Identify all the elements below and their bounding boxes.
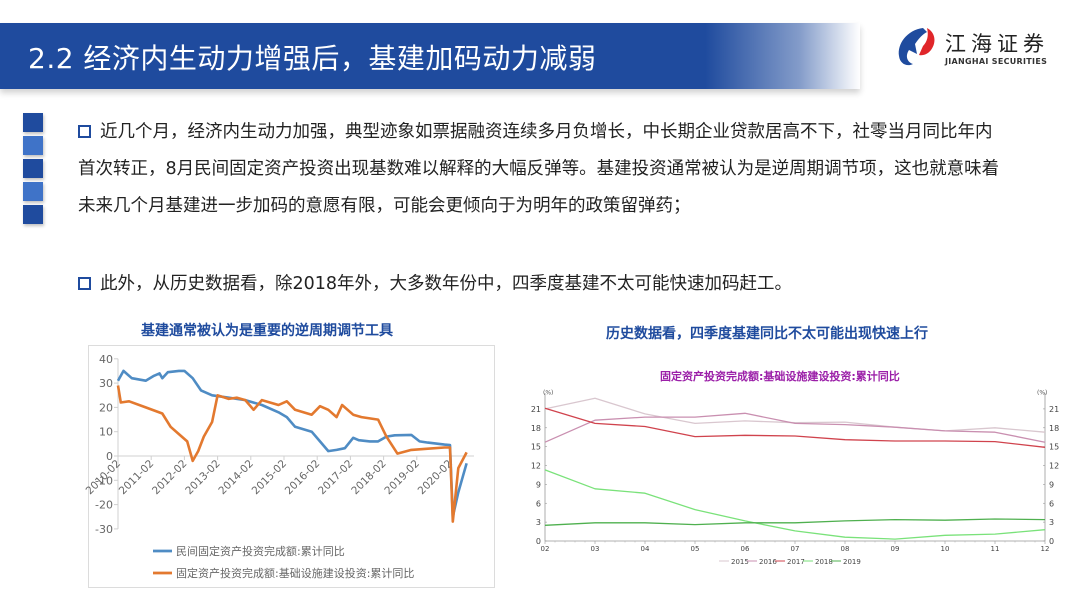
legend-label: 2016 [759,558,777,566]
y-tick-label-right: 6 [1049,499,1054,508]
x-tick-label: 07 [791,545,800,553]
y-tick-label-right: 18 [1049,424,1059,433]
company-logo: 江海证券 JIANGHAI SECURITIES [893,22,1063,74]
y-tick-label-right: 21 [1049,405,1059,414]
hollow-square-bullet-icon [78,277,91,290]
y-tick-label-right: 0 [1049,537,1054,546]
x-tick-label: 10 [941,545,950,553]
jianghai-logo-icon [898,28,935,66]
side-block [23,182,43,201]
title-bar: 2.2 经济内生动力增强后，基建加码动力减弱 [0,23,860,89]
logo-name-cn: 江海证券 [945,32,1049,56]
x-tick-label: 02 [541,545,550,553]
y-tick-label-left: 0 [536,537,541,546]
y-tick-label-left: 12 [531,462,541,471]
right-chart-title: 历史数据看，四季度基建同比不太可能出现快速上行 [606,326,928,342]
side-block [23,159,43,178]
y-unit-right: (%) [1037,389,1047,396]
right-chart-subtitle: 固定资产投资完成额:基础设施建设投资:累计同比 [660,370,900,383]
side-decoration [23,113,43,228]
y-tick-label-right: 12 [1049,462,1059,471]
bullet-text: 近几个月，经济内生动力加强，典型迹象如票据融资连续多月负增长，中长期企业贷款居高… [78,122,1000,216]
hollow-square-bullet-icon [78,125,91,138]
y-tick-label-right: 9 [1049,480,1054,489]
x-tick-label: 06 [741,545,750,553]
side-block [23,113,43,132]
y-tick-label-left: 15 [531,443,541,452]
bullet-paragraph-2: 此外，从历史数据看，除2018年外，大多数年份中，四季度基建不太可能快速加码赶工… [78,266,1008,303]
y-tick-label-right: 15 [1049,443,1059,452]
x-tick-label: 03 [591,545,600,553]
legend-label: 2017 [787,558,805,566]
x-tick-label: 08 [841,545,850,553]
x-tick-label: 11 [991,545,1000,553]
bullet-text: 此外，从历史数据看，除2018年外，大多数年份中，四季度基建不太可能快速加码赶工… [100,274,793,294]
legend-label: 2019 [843,558,861,566]
y-tick-label-left: 9 [536,480,541,489]
x-tick-label: 09 [891,545,900,553]
logo-name-en: JIANGHAI SECURITIES [945,57,1048,66]
series-line-2015 [544,397,1046,433]
left-chart-title: 基建通常被认为是重要的逆周期调节工具 [141,323,393,339]
page-title: 2.2 经济内生动力增强后，基建加码动力减弱 [28,42,597,75]
y-tick-label-right: 3 [1049,518,1054,527]
series-line-2018 [544,469,1046,540]
bullet-paragraph-1: 近几个月，经济内生动力加强，典型迹象如票据融资连续多月负增长，中长期企业贷款居高… [78,114,1008,225]
y-unit-left: (%) [543,389,553,396]
side-block [23,136,43,155]
x-tick-label: 04 [641,545,650,553]
y-tick-label-left: 18 [531,424,541,433]
x-tick-label: 05 [691,545,700,553]
left-chart-frame [88,345,495,588]
series-line-2019 [544,518,1046,526]
legend-label: 2015 [731,558,749,566]
legend-label: 2018 [815,558,833,566]
series-line-2017 [544,407,1046,448]
series-line-2016 [544,412,1046,443]
side-block [23,205,43,224]
y-tick-label-left: 3 [536,518,541,527]
x-tick-label: 12 [1041,545,1050,553]
y-tick-label-left: 21 [531,405,541,414]
y-tick-label-left: 6 [536,499,541,508]
